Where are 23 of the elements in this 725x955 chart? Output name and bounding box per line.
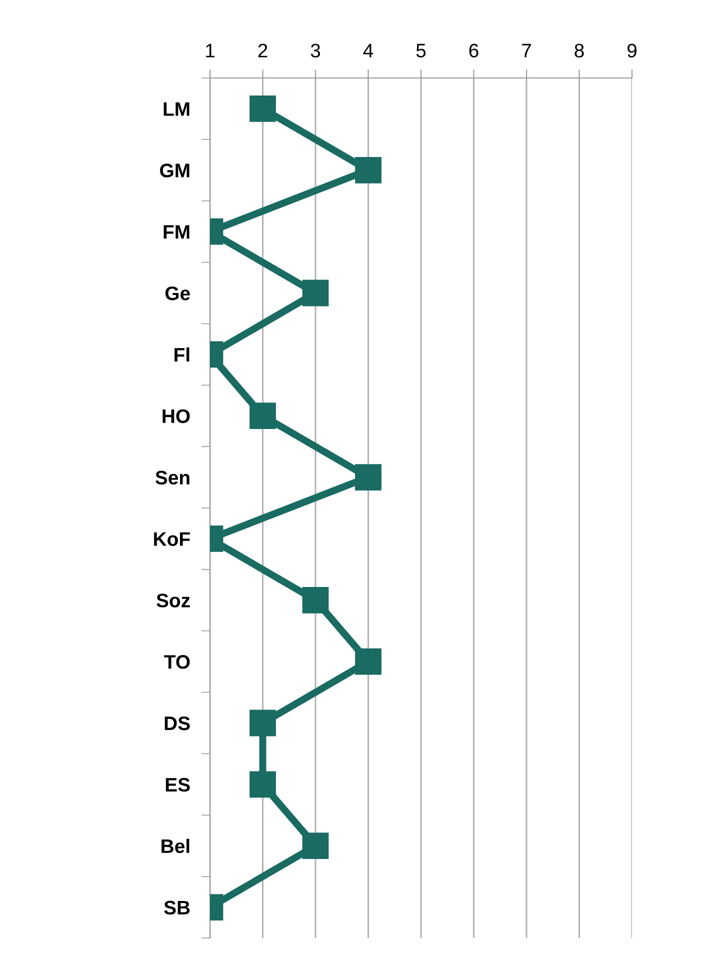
x-tick-label: 3 xyxy=(310,44,320,58)
x-tick-label: 9 xyxy=(628,44,636,58)
x-tick-label: 8 xyxy=(574,44,584,58)
x-tick-label: 5 xyxy=(416,44,426,58)
x-tick-label: 6 xyxy=(469,44,478,58)
y-tick-label: Fl xyxy=(174,347,190,362)
y-tick-label: TO xyxy=(164,655,190,669)
x-tick-label: 1 xyxy=(206,44,214,58)
y-tick-label: ES xyxy=(166,778,190,792)
y-tick-label: SB xyxy=(164,900,190,915)
y-tick-label: FM xyxy=(164,225,190,239)
y-tick-label: HO xyxy=(162,409,190,424)
y-tick-label: KoF xyxy=(154,532,190,546)
x-tick-label: 2 xyxy=(258,44,268,58)
y-tick-label: GM xyxy=(160,164,190,178)
y-tick-label: LM xyxy=(164,102,190,116)
x-tick-label: 7 xyxy=(522,44,531,58)
y-tick-label: Soz xyxy=(156,594,190,608)
y-tick-label: Ge xyxy=(165,286,190,300)
y-tick-label: Bel xyxy=(162,838,190,854)
x-tick-label: 4 xyxy=(363,44,374,58)
y-tick-label: Sen xyxy=(155,470,190,485)
y-tick-label: DS xyxy=(164,716,190,730)
